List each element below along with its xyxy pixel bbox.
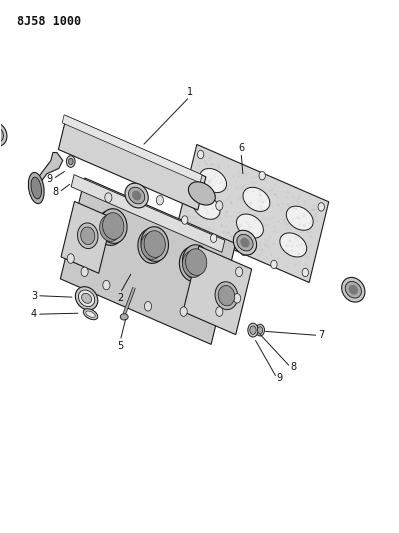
- Ellipse shape: [156, 196, 164, 205]
- Text: 4: 4: [31, 309, 37, 319]
- Ellipse shape: [186, 249, 207, 276]
- Ellipse shape: [81, 293, 92, 303]
- Ellipse shape: [188, 182, 215, 205]
- Ellipse shape: [75, 287, 98, 310]
- Text: 8J58 1000: 8J58 1000: [17, 14, 81, 28]
- Ellipse shape: [250, 326, 256, 334]
- Text: 6: 6: [238, 142, 244, 152]
- Ellipse shape: [218, 286, 235, 306]
- Ellipse shape: [66, 156, 75, 167]
- Ellipse shape: [280, 233, 307, 257]
- Ellipse shape: [233, 230, 257, 255]
- Ellipse shape: [28, 173, 44, 204]
- Ellipse shape: [141, 233, 162, 260]
- Ellipse shape: [286, 206, 313, 230]
- Ellipse shape: [86, 311, 95, 318]
- Ellipse shape: [31, 177, 41, 199]
- Text: 8: 8: [53, 187, 59, 197]
- Ellipse shape: [233, 294, 241, 303]
- Ellipse shape: [248, 323, 258, 337]
- Ellipse shape: [128, 187, 145, 204]
- Ellipse shape: [182, 245, 210, 279]
- Ellipse shape: [141, 227, 168, 261]
- Ellipse shape: [216, 201, 223, 211]
- Polygon shape: [177, 144, 329, 282]
- Ellipse shape: [240, 238, 250, 248]
- Ellipse shape: [180, 307, 187, 317]
- Polygon shape: [183, 246, 252, 335]
- Ellipse shape: [271, 260, 277, 269]
- Ellipse shape: [257, 327, 263, 334]
- Polygon shape: [71, 175, 225, 252]
- Ellipse shape: [235, 267, 243, 277]
- Ellipse shape: [179, 247, 207, 281]
- Ellipse shape: [81, 227, 95, 245]
- Ellipse shape: [237, 214, 263, 238]
- Ellipse shape: [68, 158, 73, 165]
- Polygon shape: [33, 152, 63, 195]
- Ellipse shape: [125, 183, 148, 208]
- Ellipse shape: [0, 126, 4, 142]
- Ellipse shape: [211, 234, 217, 243]
- Ellipse shape: [81, 267, 88, 277]
- Ellipse shape: [342, 277, 365, 302]
- Ellipse shape: [216, 307, 223, 317]
- Ellipse shape: [198, 150, 204, 159]
- Text: 9: 9: [277, 373, 283, 383]
- Ellipse shape: [132, 191, 141, 200]
- Text: 7: 7: [318, 330, 325, 341]
- Ellipse shape: [144, 231, 165, 257]
- Polygon shape: [61, 201, 112, 273]
- Ellipse shape: [241, 247, 247, 255]
- Ellipse shape: [302, 268, 308, 277]
- Ellipse shape: [182, 216, 188, 224]
- Ellipse shape: [182, 251, 204, 278]
- Ellipse shape: [100, 215, 121, 241]
- Ellipse shape: [318, 203, 324, 211]
- Ellipse shape: [256, 324, 265, 336]
- Text: 8: 8: [290, 362, 297, 372]
- Ellipse shape: [77, 223, 98, 248]
- Ellipse shape: [79, 290, 95, 306]
- Ellipse shape: [345, 281, 361, 298]
- Ellipse shape: [99, 209, 127, 244]
- Ellipse shape: [105, 193, 112, 203]
- Text: 9: 9: [47, 174, 53, 184]
- Ellipse shape: [83, 309, 98, 320]
- Ellipse shape: [67, 254, 74, 263]
- Ellipse shape: [200, 168, 227, 192]
- Ellipse shape: [138, 229, 166, 263]
- Text: 2: 2: [117, 293, 123, 303]
- Ellipse shape: [0, 122, 7, 147]
- Ellipse shape: [259, 172, 265, 180]
- Ellipse shape: [349, 285, 358, 295]
- Ellipse shape: [103, 213, 124, 239]
- Ellipse shape: [237, 235, 253, 251]
- Ellipse shape: [243, 187, 270, 212]
- Ellipse shape: [144, 302, 152, 311]
- Ellipse shape: [103, 280, 110, 290]
- Polygon shape: [62, 115, 202, 183]
- Text: 1: 1: [186, 87, 193, 97]
- Ellipse shape: [97, 211, 124, 245]
- Polygon shape: [58, 116, 206, 210]
- Text: 3: 3: [31, 290, 37, 301]
- Polygon shape: [60, 178, 235, 344]
- Ellipse shape: [215, 282, 238, 310]
- Text: 5: 5: [117, 341, 123, 351]
- Ellipse shape: [120, 314, 128, 320]
- Ellipse shape: [193, 195, 220, 219]
